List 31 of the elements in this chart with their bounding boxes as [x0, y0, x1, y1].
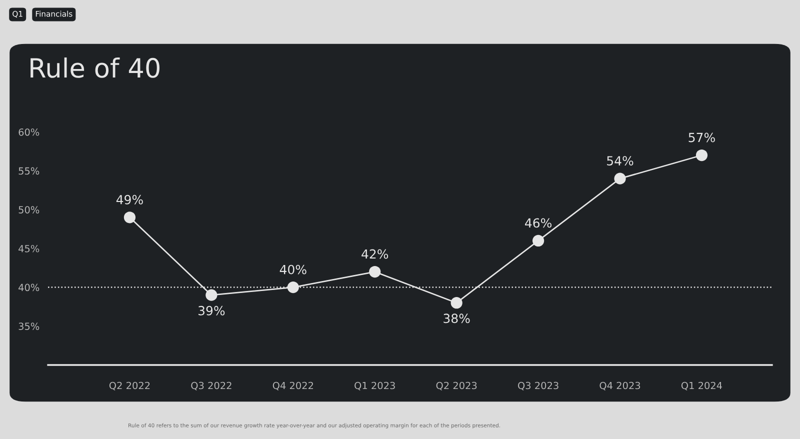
x-tick-label: Q2 2022: [109, 382, 150, 390]
data-label: 54%: [607, 156, 634, 166]
data-label: 40%: [280, 264, 306, 274]
x-tick-label: Q2 2023: [436, 382, 477, 390]
data-label: 39%: [198, 306, 225, 316]
point: [287, 282, 299, 294]
x-tick-label: Q1 2023: [354, 382, 395, 390]
point: [369, 266, 381, 278]
x-tick-label: Q4 2022: [272, 382, 314, 390]
x-tick-label: Q3 2022: [191, 382, 232, 390]
y-tick-label: 45%: [18, 244, 40, 252]
point: [206, 289, 218, 301]
point: [450, 297, 462, 309]
point: [124, 212, 136, 224]
point: [614, 172, 626, 184]
y-tick-label: 50%: [18, 206, 40, 214]
data-label: 42%: [362, 249, 388, 259]
data-label: 46%: [525, 218, 552, 228]
chart-title: Rule of 40: [30, 57, 160, 78]
data-label: 57%: [688, 132, 715, 142]
x-tick-label: Q1 2024: [681, 382, 722, 390]
data-label: 38%: [444, 314, 470, 324]
point: [696, 149, 708, 162]
y-tick-label: 35%: [18, 322, 40, 330]
y-tick-label: 60%: [18, 128, 40, 136]
x-tick-label: Q3 2023: [518, 382, 558, 390]
x-tick-label: Q4 2023: [600, 382, 640, 390]
data-label: 49%: [116, 194, 143, 204]
y-tick-label: 40%: [18, 284, 40, 292]
point: [532, 234, 544, 247]
y-tick-label: 55%: [18, 167, 40, 175]
